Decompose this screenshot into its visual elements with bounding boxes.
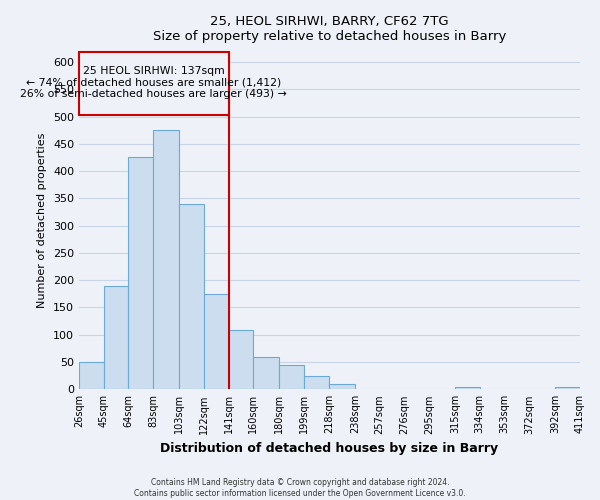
Title: 25, HEOL SIRHWI, BARRY, CF62 7TG
Size of property relative to detached houses in: 25, HEOL SIRHWI, BARRY, CF62 7TG Size of… [153, 15, 506, 43]
Bar [455, 386, 480, 390]
Bar [204, 294, 229, 390]
Bar [104, 286, 128, 390]
Bar [329, 384, 355, 390]
Bar [79, 362, 104, 390]
Bar [128, 158, 153, 390]
Text: 25 HEOL SIRHWI: 137sqm
← 74% of detached houses are smaller (1,412)
26% of semi-: 25 HEOL SIRHWI: 137sqm ← 74% of detached… [20, 66, 287, 100]
Bar [229, 330, 253, 390]
Bar [253, 356, 280, 390]
Bar [179, 204, 204, 390]
FancyBboxPatch shape [79, 52, 229, 116]
Bar [304, 376, 329, 390]
Y-axis label: Number of detached properties: Number of detached properties [37, 132, 47, 308]
Text: Contains HM Land Registry data © Crown copyright and database right 2024.
Contai: Contains HM Land Registry data © Crown c… [134, 478, 466, 498]
X-axis label: Distribution of detached houses by size in Barry: Distribution of detached houses by size … [160, 442, 499, 455]
Bar [280, 366, 304, 390]
Bar [555, 387, 580, 390]
Bar [153, 130, 179, 390]
